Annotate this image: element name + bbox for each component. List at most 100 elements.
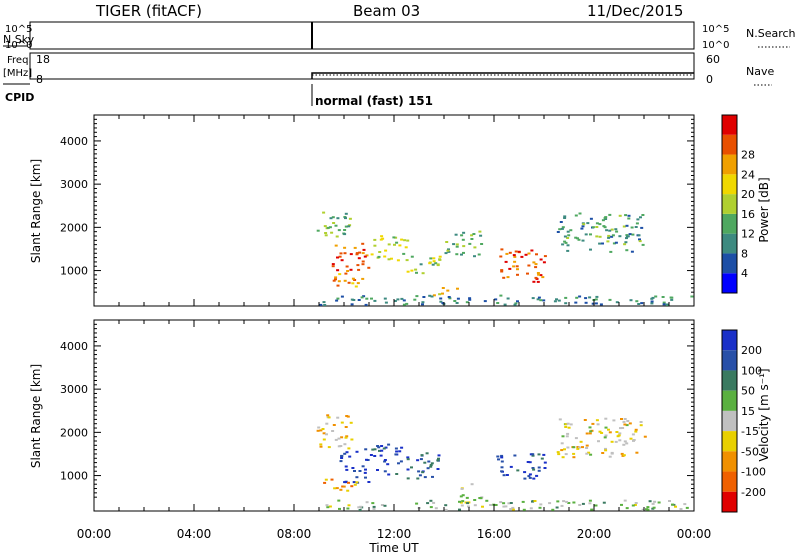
heatmap-cell <box>564 423 568 426</box>
heatmap-cell <box>371 448 375 451</box>
heatmap-cell <box>597 440 600 443</box>
heatmap-cell <box>325 504 329 507</box>
heatmap-cell <box>623 440 627 443</box>
heatmap-cell <box>556 451 560 454</box>
heatmap-cell <box>619 427 622 430</box>
heatmap-cell <box>333 487 337 490</box>
heatmap-cell <box>343 279 347 282</box>
heatmap-cell <box>434 507 438 510</box>
heatmap-cell <box>367 266 371 269</box>
heatmap-cell <box>430 295 434 298</box>
heatmap-cell <box>569 229 573 232</box>
heatmap-cell <box>337 499 341 502</box>
heatmap-cell <box>668 500 671 502</box>
heatmap-cell <box>623 243 627 246</box>
heatmap-cell <box>421 301 425 304</box>
heatmap-cell <box>353 483 357 486</box>
heatmap-cell <box>364 476 367 479</box>
velocity-y-axis: 1000 2000 3000 4000 <box>60 323 694 498</box>
date-label: 11/Dec/2015 <box>587 2 683 20</box>
heatmap-cell <box>536 280 540 283</box>
heatmap-cell <box>561 243 565 246</box>
heatmap-cell <box>456 287 459 290</box>
heatmap-cell <box>643 435 647 438</box>
heatmap-cell <box>630 250 634 253</box>
heatmap-cell <box>346 489 350 492</box>
heatmap-cell <box>524 253 528 256</box>
heatmap-cell <box>580 227 584 230</box>
heatmap-cell <box>402 252 406 255</box>
heatmap-cell <box>340 436 344 439</box>
heatmap-cell <box>357 268 361 271</box>
heatmap-cell <box>359 505 363 508</box>
heatmap-cell <box>640 302 644 305</box>
heatmap-cell <box>629 299 633 302</box>
heatmap-cell <box>598 235 602 238</box>
heatmap-cell <box>336 217 340 220</box>
heatmap-cell <box>564 426 568 428</box>
heatmap-cell <box>395 241 399 244</box>
heatmap-cell <box>512 254 516 257</box>
heatmap-cell <box>331 216 335 219</box>
heatmap-cell <box>604 449 608 452</box>
velocity-colorbar-label: Velocity [m s⁻¹] <box>757 368 771 461</box>
heatmap-cell <box>380 445 384 447</box>
heatmap-cell <box>566 244 570 247</box>
heatmap-cell <box>400 446 404 449</box>
heatmap-cell <box>503 303 507 306</box>
heatmap-cell <box>598 223 602 226</box>
heatmap-cell <box>588 426 592 429</box>
heatmap-cell <box>591 302 595 305</box>
heatmap-cell <box>591 422 595 425</box>
heatmap-cell <box>595 226 599 228</box>
colorbar-swatch <box>722 390 737 411</box>
heatmap-cell <box>527 475 531 478</box>
heatmap-cell <box>345 451 349 454</box>
heatmap-cell <box>508 251 512 254</box>
heatmap-cell <box>373 455 377 457</box>
heatmap-cell <box>579 440 583 443</box>
heatmap-cell <box>439 297 443 300</box>
heatmap-cell <box>343 246 347 249</box>
colorbar-tick-label: 100 <box>741 364 762 377</box>
colorbar-swatch <box>722 134 737 155</box>
heatmap-cell <box>483 300 487 303</box>
heatmap-cell <box>461 500 465 503</box>
heatmap-cell <box>631 233 635 236</box>
heatmap-cell <box>361 465 365 468</box>
heatmap-cell <box>478 230 482 233</box>
heatmap-cell <box>428 262 432 265</box>
heatmap-cell <box>500 248 504 251</box>
heatmap-cell <box>340 454 344 457</box>
heatmap-cell <box>527 252 531 255</box>
heatmap-cell <box>419 458 423 461</box>
heatmap-cell <box>361 252 365 255</box>
heatmap-cell <box>610 235 614 238</box>
heatmap-cell <box>661 296 665 298</box>
heatmap-cell <box>438 293 442 296</box>
heatmap-cell <box>602 501 606 504</box>
heatmap-cell <box>446 249 450 252</box>
heatmap-cell <box>394 447 398 450</box>
heatmap-cell <box>671 503 674 506</box>
heatmap-cell <box>542 299 546 302</box>
heatmap-cell <box>532 477 536 480</box>
heatmap-cell <box>358 251 362 254</box>
heatmap-cell <box>563 215 567 218</box>
heatmap-cell <box>589 233 592 236</box>
heatmap-cell <box>499 255 503 258</box>
heatmap-cell <box>581 225 585 228</box>
heatmap-cell <box>335 299 339 302</box>
heatmap-cell <box>355 476 359 479</box>
heatmap-cell <box>512 265 516 268</box>
heatmap-cell <box>455 245 459 248</box>
heatmap-cell <box>615 431 619 433</box>
heatmap-cell <box>347 225 351 228</box>
heatmap-cell <box>603 226 607 229</box>
heatmap-cell <box>528 473 532 476</box>
heatmap-cell <box>539 258 543 261</box>
heatmap-cell <box>361 277 365 280</box>
heatmap-cell <box>373 448 377 451</box>
heatmap-cell <box>562 500 566 503</box>
heatmap-cell <box>436 263 440 266</box>
